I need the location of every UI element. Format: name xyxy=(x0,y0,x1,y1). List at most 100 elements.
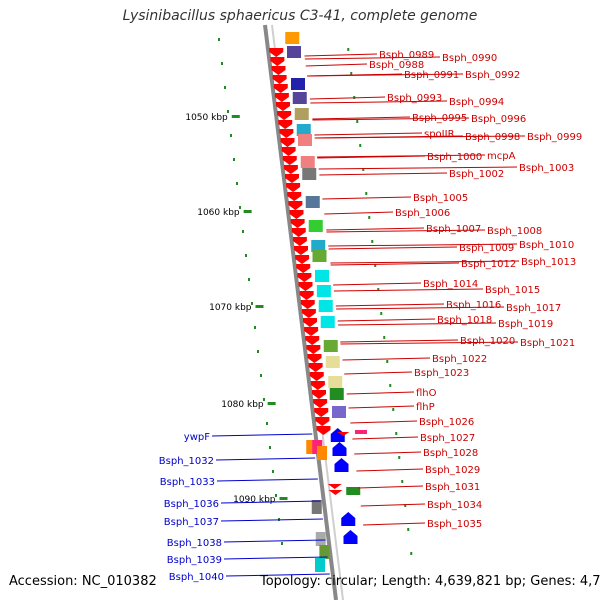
gene-arrow-reverse xyxy=(343,530,358,544)
gene-label[interactable]: Bsph_0998 xyxy=(465,132,520,143)
scale-dot xyxy=(230,134,232,137)
gene-label[interactable]: Bsph_0995 xyxy=(412,113,467,124)
leader-line xyxy=(358,485,424,489)
gene-label[interactable]: Bsph_1033 xyxy=(160,477,215,488)
gene-arrow-reverse xyxy=(334,458,349,472)
leader-line xyxy=(328,243,518,247)
scale-dot xyxy=(392,408,395,411)
gene-label[interactable]: Bsph_1028 xyxy=(423,448,478,459)
scale-dot xyxy=(356,120,359,123)
leader-line xyxy=(223,556,328,560)
gene-label[interactable]: Bsph_1005 xyxy=(413,193,468,204)
gene-arrow-forward xyxy=(274,93,289,102)
gene-label[interactable]: Bsph_1007 xyxy=(426,224,481,235)
leader-line xyxy=(314,132,423,136)
leader-line xyxy=(333,288,484,292)
gene-arrow-forward xyxy=(288,201,303,210)
gene-label[interactable]: Bsph_1023 xyxy=(414,368,469,379)
gene-label[interactable]: Bsph_1036 xyxy=(164,499,219,510)
scale-tick xyxy=(231,115,240,118)
gene-label[interactable]: Bsph_0994 xyxy=(449,97,504,108)
gene-label[interactable]: Bsph_1012 xyxy=(461,259,516,270)
gene-arrow-forward xyxy=(327,484,342,489)
scale-tick-label: 1080 kbp xyxy=(221,400,264,410)
gene-label[interactable]: Bsph_0989 xyxy=(379,50,434,61)
gene-domain-block xyxy=(285,32,300,44)
gene-label[interactable]: Bsph_1039 xyxy=(167,555,222,566)
gene-label[interactable]: Bsph_1006 xyxy=(395,208,450,219)
leader-line xyxy=(348,405,415,409)
gene-label[interactable]: Bsph_1026 xyxy=(419,417,474,428)
gene-label[interactable]: Bsph_0996 xyxy=(471,114,526,125)
gene-arrow-forward xyxy=(314,408,329,417)
backbone-line xyxy=(263,24,338,600)
gene-label[interactable]: Bsph_1038 xyxy=(167,538,222,549)
gene-label[interactable]: Bsph_0991 xyxy=(404,70,459,81)
gene-domain-block xyxy=(305,196,320,208)
leader-line xyxy=(360,503,426,507)
gene-label[interactable]: Bsph_1002 xyxy=(449,169,504,180)
scale-layer: 1050 kbp 1060 kbp 1070 kbp 1080 kbp 1090 kbp xyxy=(185,38,413,555)
scale-dot xyxy=(260,374,262,377)
label-leader-lines xyxy=(211,53,526,577)
leader-line xyxy=(306,73,464,77)
gene-arrow-forward xyxy=(300,300,315,309)
gene-label[interactable]: Bsph_1029 xyxy=(425,465,480,476)
leader-line xyxy=(346,391,415,395)
scale-dot xyxy=(401,480,404,483)
gene-label[interactable]: Bsph_1022 xyxy=(432,354,487,365)
gene-domain-block xyxy=(316,285,331,297)
gene-label[interactable]: Bsph_0992 xyxy=(465,70,520,81)
scale-tick-label: 1090 kbp xyxy=(233,495,276,505)
gene-label[interactable]: Bsph_1010 xyxy=(519,240,574,251)
scale-dot xyxy=(380,312,383,315)
gene-label[interactable]: Bsph_1027 xyxy=(420,433,475,444)
gene-label[interactable]: Bsph_1040 xyxy=(169,572,224,583)
scale-dot xyxy=(227,110,229,113)
scale-dot xyxy=(275,494,277,497)
gene-label[interactable]: Bsph_1015 xyxy=(485,285,540,296)
gene-arrow-forward xyxy=(283,165,298,174)
gene-label[interactable]: Bsph_0988 xyxy=(369,60,424,71)
gene-label[interactable]: Bsph_1032 xyxy=(159,456,214,467)
leader-line xyxy=(312,116,411,120)
gene-arrow-forward xyxy=(312,390,326,399)
scale-dot xyxy=(257,350,259,353)
gene-label[interactable]: Bsph_1008 xyxy=(487,226,542,237)
gene-label[interactable]: Bsph_1000 xyxy=(427,152,482,163)
gene-arrow-reverse xyxy=(341,512,356,526)
gene-label[interactable]: Bsph_1021 xyxy=(520,338,575,349)
gene-label[interactable]: Bsph_1017 xyxy=(506,303,561,314)
gene-label[interactable]: Bsph_1003 xyxy=(519,163,574,174)
scale-dot xyxy=(242,230,244,233)
scale-dot xyxy=(218,38,220,41)
gene-label[interactable]: ywpF xyxy=(184,432,210,443)
genome-summary-text: Topology: circular; Length: 4,639,821 bp… xyxy=(260,574,600,589)
leader-line xyxy=(314,135,526,139)
gene-label[interactable]: Bsph_1013 xyxy=(521,257,576,268)
gene-label[interactable]: Bsph_0990 xyxy=(442,53,497,64)
leader-line xyxy=(220,518,323,522)
gene-label[interactable]: Bsph_1020 xyxy=(460,336,515,347)
gene-arrow-forward xyxy=(315,417,330,426)
gene-arrow-forward xyxy=(301,309,316,318)
gene-label[interactable]: Bsph_0999 xyxy=(527,132,582,143)
gene-domain-block xyxy=(315,270,329,282)
gene-label[interactable]: Bsph_1016 xyxy=(446,300,501,311)
gene-label[interactable]: Bsph_0993 xyxy=(387,93,442,104)
gene-arrow-forward xyxy=(308,363,323,372)
gene-label[interactable]: mcpA xyxy=(487,151,516,162)
scale-dot xyxy=(224,86,226,89)
gene-label[interactable]: Bsph_1019 xyxy=(498,319,553,330)
gene-label[interactable]: spoIIR xyxy=(424,129,455,140)
gene-label[interactable]: Bsph_1009 xyxy=(459,243,514,254)
gene-label[interactable]: Bsph_1037 xyxy=(164,517,219,528)
gene-label[interactable]: Bsph_1018 xyxy=(437,315,492,326)
gene-label[interactable]: flhO xyxy=(416,388,437,399)
gene-label[interactable]: flhP xyxy=(416,402,435,413)
gene-label[interactable]: Bsph_1034 xyxy=(427,500,482,511)
gene-label[interactable]: Bsph_1014 xyxy=(423,279,478,290)
gene-label[interactable]: Bsph_1031 xyxy=(425,482,480,493)
gene-label[interactable]: Bsph_1035 xyxy=(427,519,482,530)
